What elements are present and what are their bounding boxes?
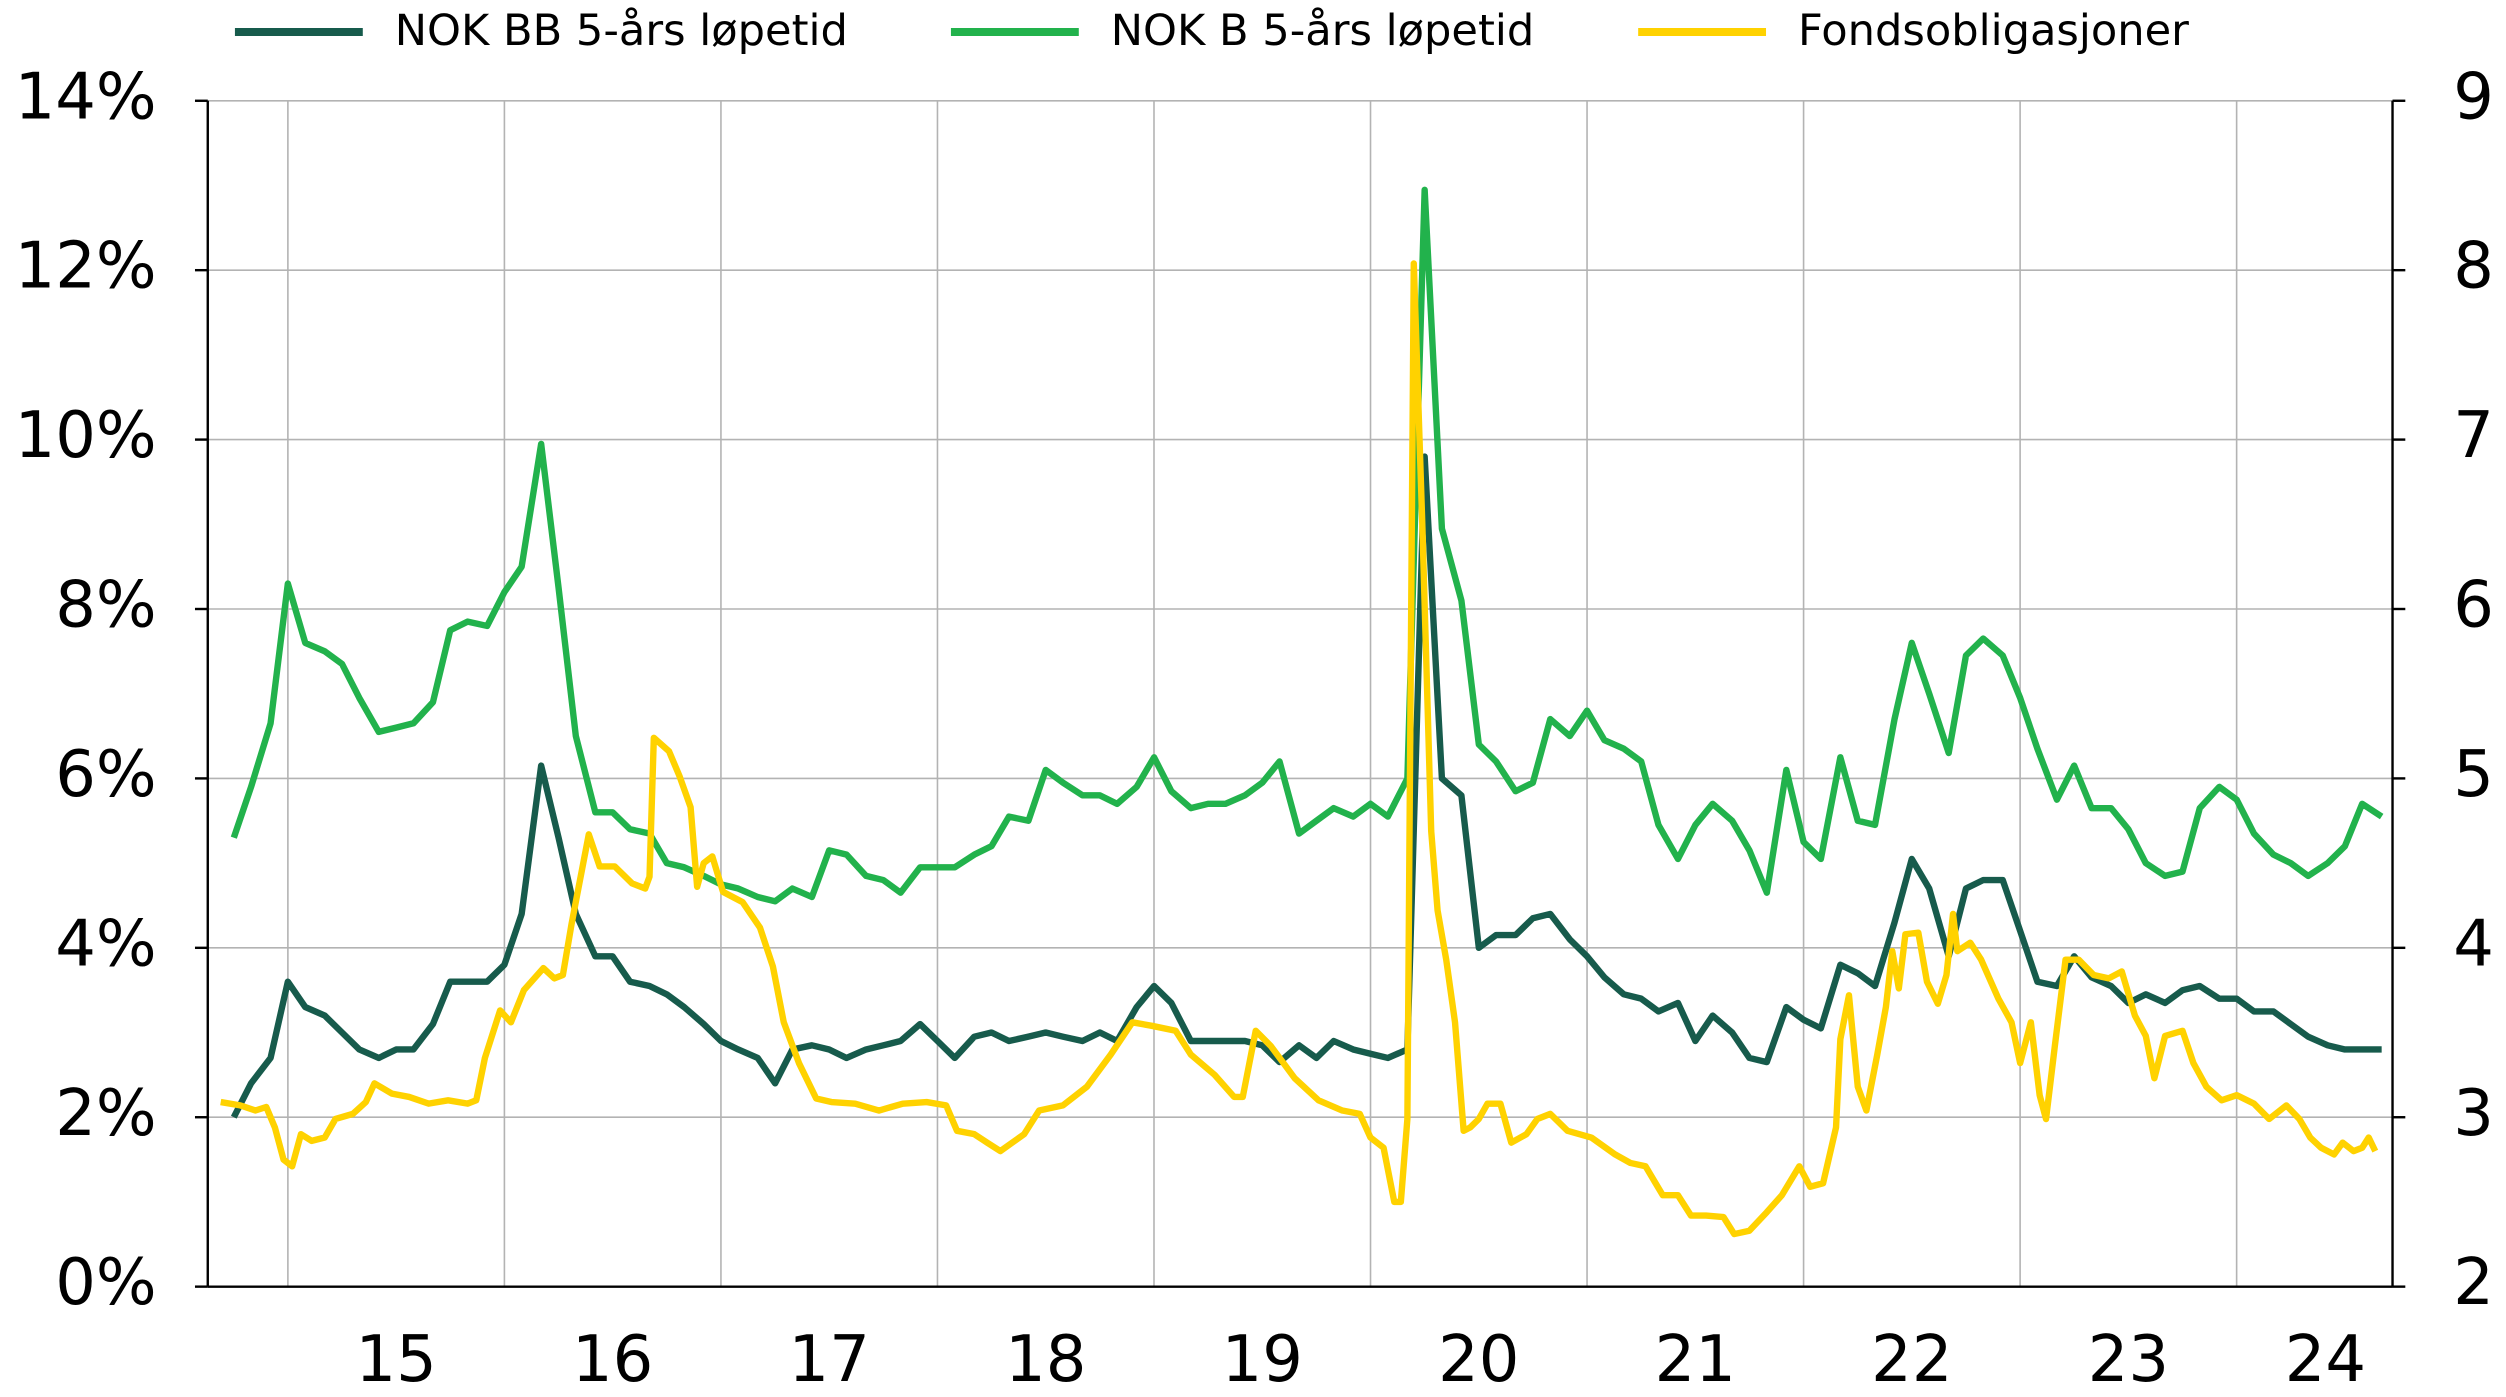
y2-tick-label: 3 [2453, 1077, 2494, 1151]
y2-tick-label: 2 [2453, 1246, 2494, 1320]
y2-tick-label: 8 [2453, 230, 2494, 304]
y2-tick-label: 4 [2453, 907, 2494, 981]
x-tick-label: 22 [1871, 1323, 1952, 1397]
y2-tick-label: 6 [2453, 569, 2494, 643]
y2-tick-label: 9 [2453, 60, 2494, 134]
series-line [230, 186, 2384, 905]
y-tick-label: 12% [15, 230, 157, 304]
x-tick-label: 24 [2285, 1323, 2366, 1397]
x-tick-label: 16 [572, 1323, 653, 1397]
y-tick-label: 6% [55, 738, 156, 812]
legend-label: Fondsobligasjoner [1798, 6, 2189, 56]
series-line [220, 260, 2379, 1238]
x-tick-label: 21 [1655, 1323, 1736, 1397]
y-tick-label: 2% [55, 1077, 156, 1151]
x-tick-label: 20 [1438, 1323, 1519, 1397]
x-tick-label: 17 [789, 1323, 870, 1397]
y2-tick-label: 7 [2453, 399, 2494, 473]
y-tick-label: 0% [55, 1246, 156, 1320]
legend-label: NOK B 5-års løpetid [1111, 6, 1535, 56]
y-tick-label: 4% [55, 907, 156, 981]
x-tick-label: 15 [355, 1323, 436, 1397]
legend-label: NOK BB 5-års løpetid [395, 6, 848, 56]
series-line [230, 453, 2382, 1119]
x-tick-label: 23 [2088, 1323, 2169, 1397]
y-tick-label: 14% [15, 60, 157, 134]
x-tick-label: 19 [1222, 1323, 1303, 1397]
y-tick-label: 10% [15, 399, 157, 473]
y-tick-label: 8% [55, 569, 156, 643]
x-tick-label: 18 [1005, 1323, 1086, 1397]
y2-tick-label: 5 [2453, 738, 2494, 812]
